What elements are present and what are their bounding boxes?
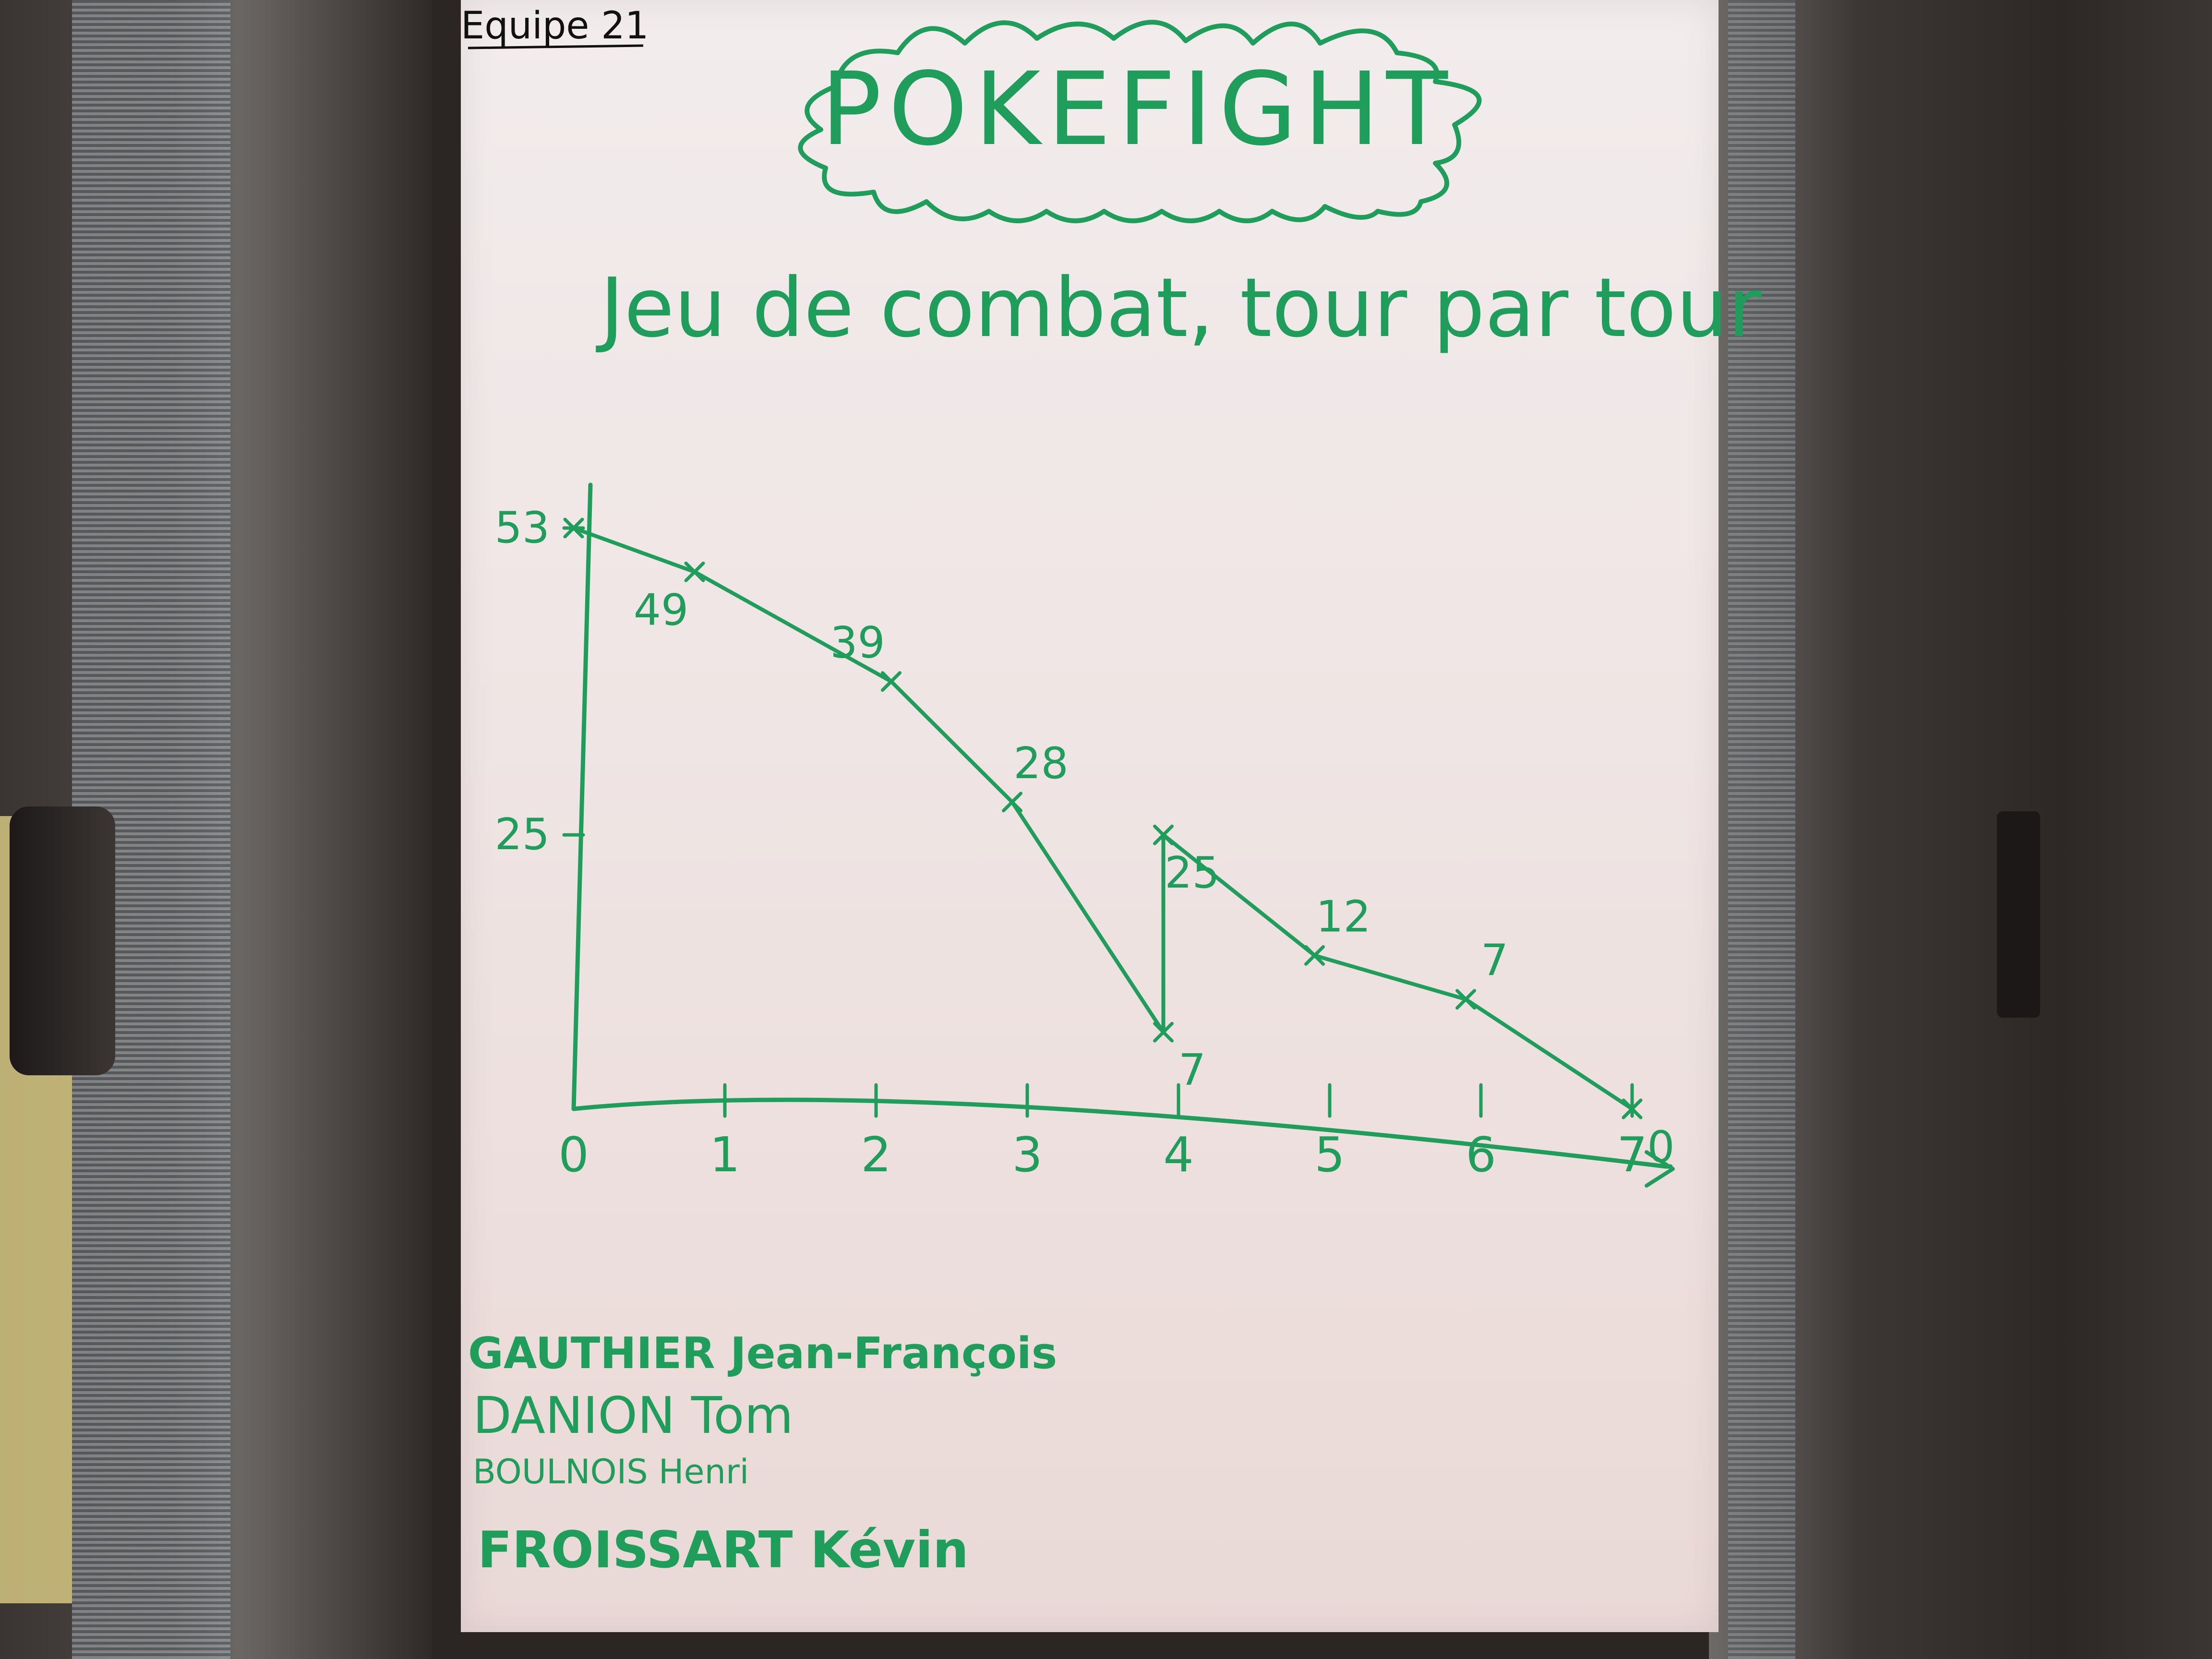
window-mesh-right bbox=[1728, 0, 1795, 1659]
y-tick-label-0: 53 bbox=[494, 503, 550, 553]
data-label-7: 7 bbox=[1481, 936, 1508, 986]
data-label-2: 39 bbox=[830, 618, 885, 668]
x-tick-label-2: 2 bbox=[861, 1127, 891, 1183]
x-tick-label-5: 5 bbox=[1314, 1127, 1345, 1183]
team-label-underline bbox=[468, 44, 644, 49]
title: POKEFIGHT bbox=[821, 50, 1455, 168]
subtitle: Jeu de combat, tour par tour bbox=[596, 261, 1762, 356]
author-3: BOULNOIS Henri bbox=[473, 1452, 749, 1491]
data-label-5: 25 bbox=[1165, 848, 1220, 898]
data-label-6: 12 bbox=[1316, 891, 1371, 942]
data-label-3: 28 bbox=[1013, 738, 1069, 789]
author-4: FROISSART Kévin bbox=[478, 1521, 969, 1579]
author-1: GAUTHIER Jean-François bbox=[468, 1328, 1057, 1379]
x-tick-label-0: 0 bbox=[558, 1127, 589, 1183]
data-point-2 bbox=[881, 671, 902, 692]
data-point-4 bbox=[1153, 1022, 1174, 1043]
data-point-5 bbox=[1153, 824, 1174, 845]
data-point-3 bbox=[1002, 792, 1022, 813]
data-label-8: 0 bbox=[1647, 1122, 1674, 1172]
title-burst bbox=[798, 20, 1482, 223]
data-point-6 bbox=[1304, 945, 1325, 966]
author-2: DANION Tom bbox=[473, 1386, 793, 1445]
x-tick-label-3: 3 bbox=[1012, 1127, 1043, 1183]
window-handle bbox=[10, 806, 115, 1075]
y-axis bbox=[571, 482, 593, 1111]
x-tick-label-4: 4 bbox=[1163, 1127, 1194, 1183]
data-point-7 bbox=[1455, 989, 1476, 1010]
x-tick-label-7: 7 bbox=[1617, 1127, 1647, 1183]
x-tick-label-6: 6 bbox=[1466, 1127, 1496, 1183]
y-tick-label-1: 25 bbox=[494, 809, 550, 860]
data-label-1: 49 bbox=[634, 585, 689, 635]
team-label: Equipe 21 bbox=[461, 4, 649, 48]
data-point-0 bbox=[563, 517, 584, 539]
window-hinge bbox=[1997, 811, 2040, 1018]
whiteboard-sheet bbox=[461, 0, 1719, 1632]
series-line-0 bbox=[572, 526, 1634, 1111]
data-point-1 bbox=[684, 561, 705, 582]
data-label-4: 7 bbox=[1178, 1045, 1206, 1095]
x-tick-label-1: 1 bbox=[709, 1127, 740, 1183]
x-axis-arrow bbox=[1645, 1150, 1675, 1188]
data-point-8 bbox=[1622, 1098, 1643, 1119]
